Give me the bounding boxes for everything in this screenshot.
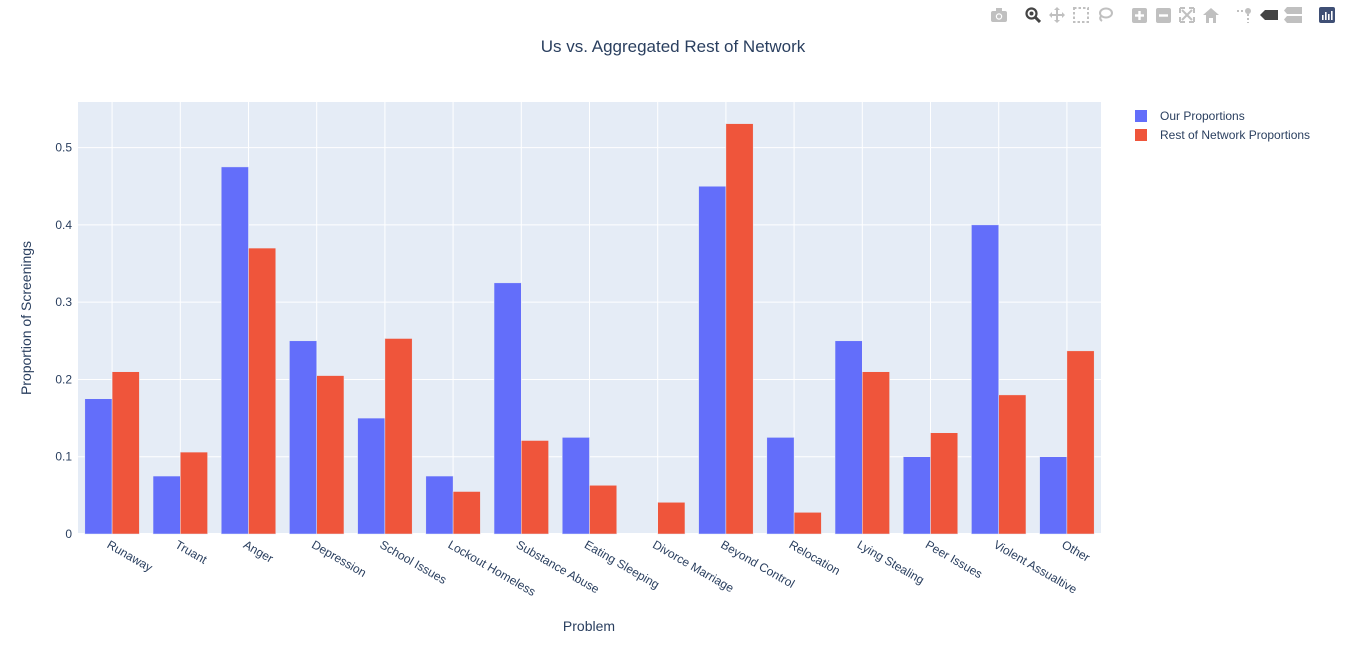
bar-our-proportions-peer-issues[interactable]: [902, 456, 931, 535]
zoom-icon[interactable]: [1022, 4, 1044, 26]
x-tick-label: Relocation: [787, 537, 843, 577]
x-tick-label: Depression: [309, 537, 369, 579]
y-tick-label: 0.1: [55, 450, 72, 464]
y-tick-label: 0.3: [55, 295, 72, 309]
bar-our-proportions-other[interactable]: [1039, 456, 1068, 535]
legend-label: Our Proportions: [1160, 109, 1245, 123]
box-select-icon[interactable]: [1070, 4, 1092, 26]
bar-our-proportions-runaway[interactable]: [84, 398, 113, 535]
bar-our-proportions-anger[interactable]: [220, 166, 249, 535]
bar-our-proportions-depression[interactable]: [289, 340, 317, 535]
chart-title: Us vs. Aggregated Rest of Network: [541, 37, 806, 56]
bar-rest-of-network-substance-abuse[interactable]: [521, 440, 549, 535]
bar-rest-of-network-depression[interactable]: [316, 375, 345, 535]
bar-rest-of-network-peer-issues[interactable]: [930, 432, 959, 535]
bar-rest-of-network-eating-sleeping[interactable]: [589, 485, 618, 535]
x-tick-label: Runaway: [105, 537, 155, 574]
legend-swatch: [1135, 110, 1147, 122]
x-axis-ticks: Runaway Truant Anger Depression School Issue…: [105, 537, 1093, 598]
camera-icon[interactable]: [988, 4, 1010, 26]
x-tick-label: Lying Stealing: [855, 537, 927, 587]
plotly-logo-icon[interactable]: [1316, 4, 1338, 26]
bar-rest-of-network-truant[interactable]: [180, 451, 208, 535]
y-axis-ticks: 0 0.1 0.2 0.3 0.4 0.5: [55, 141, 72, 541]
autoscale-icon[interactable]: [1176, 4, 1198, 26]
y-tick-label: 0.4: [55, 218, 72, 232]
bar-our-proportions-school-issues[interactable]: [357, 417, 386, 535]
bar-our-proportions-substance-abuse[interactable]: [493, 282, 522, 535]
x-axis-title: Problem: [563, 618, 615, 634]
bar-our-proportions-truant[interactable]: [152, 475, 181, 535]
bar-rest-of-network-beyond-control[interactable]: [725, 123, 754, 535]
hover-closest-icon[interactable]: [1258, 4, 1280, 26]
bar-rest-of-network-anger[interactable]: [248, 247, 277, 535]
spike-lines-icon[interactable]: [1234, 4, 1256, 26]
x-tick-label: Other: [1059, 537, 1092, 564]
legend-item[interactable]: Rest of Network Proportions: [1135, 128, 1310, 142]
legend-item[interactable]: Our Proportions: [1135, 109, 1245, 123]
y-tick-label: 0.5: [55, 141, 72, 155]
zoom-out-icon[interactable]: [1152, 4, 1174, 26]
legend: Our Proportions Rest of Network Proportio…: [1135, 109, 1310, 142]
bar-rest-of-network-divorce-marriage[interactable]: [657, 502, 686, 535]
bar-rest-of-network-violent-assualtive[interactable]: [998, 394, 1027, 535]
bar-our-proportions-relocation[interactable]: [766, 437, 795, 535]
legend-swatch: [1135, 129, 1147, 141]
y-tick-label: 0.2: [55, 372, 72, 386]
pan-icon[interactable]: [1046, 4, 1068, 26]
x-tick-label: Anger: [241, 537, 276, 565]
x-tick-label: School Issues: [377, 537, 449, 586]
y-tick-label: 0: [65, 527, 72, 541]
bar-our-proportions-violent-assualtive[interactable]: [971, 224, 999, 535]
modebar: [988, 4, 1338, 26]
bar-rest-of-network-lockout-homeless[interactable]: [452, 491, 481, 535]
x-tick-label: Truant: [173, 537, 210, 567]
legend-label: Rest of Network Proportions: [1160, 128, 1310, 142]
zoom-in-icon[interactable]: [1128, 4, 1150, 26]
bar-rest-of-network-runaway[interactable]: [111, 371, 140, 535]
reset-axes-icon[interactable]: [1200, 4, 1222, 26]
y-axis-title: Proportion of Screenings: [18, 241, 34, 395]
bar-rest-of-network-school-issues[interactable]: [384, 338, 413, 535]
bars: [84, 123, 1095, 535]
bar-rest-of-network-lying-stealing[interactable]: [862, 371, 890, 535]
x-tick-label: Peer Issues: [923, 537, 985, 581]
bar-rest-of-network-other[interactable]: [1066, 350, 1095, 535]
bar-our-proportions-lying-stealing[interactable]: [834, 340, 863, 535]
bar-our-proportions-lockout-homeless[interactable]: [425, 475, 454, 535]
bar-rest-of-network-relocation[interactable]: [793, 512, 822, 535]
lasso-select-icon[interactable]: [1094, 4, 1116, 26]
bar-our-proportions-eating-sleeping[interactable]: [561, 437, 590, 535]
hover-compare-icon[interactable]: [1282, 4, 1304, 26]
bar-our-proportions-beyond-control[interactable]: [698, 185, 727, 535]
